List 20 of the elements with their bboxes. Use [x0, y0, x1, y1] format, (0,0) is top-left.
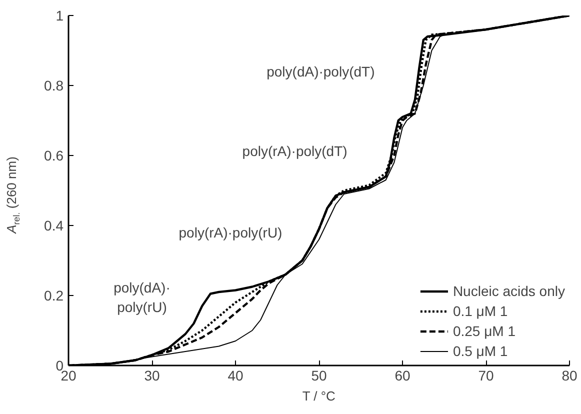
legend-label: 0.25 μM 1 — [452, 323, 516, 339]
x-tick-label: 80 — [562, 368, 578, 384]
legend-label: Nucleic acids only — [452, 283, 565, 299]
y-tick-label: 0.6 — [44, 148, 64, 164]
y-tick-label: 1 — [56, 8, 64, 24]
y-tick-label: 0.2 — [44, 288, 64, 304]
annotation: poly(dA)·poly(dT) — [266, 64, 375, 80]
x-tick-label: 40 — [228, 368, 244, 384]
legend-label: 0.1 μM 1 — [452, 303, 508, 319]
x-tick-label: 60 — [394, 368, 410, 384]
y-tick-label: 0.8 — [44, 78, 64, 94]
y-tick-label: 0.4 — [44, 218, 64, 234]
x-tick-label: 30 — [144, 368, 160, 384]
x-tick-label: 50 — [311, 368, 327, 384]
annotation: poly(rA)·poly(rU) — [178, 224, 282, 240]
annotation: poly(dA)· poly(rU) — [114, 280, 170, 315]
annotation: poly(rA)·poly(dT) — [242, 142, 348, 159]
x-axis-title: T / °C — [302, 388, 336, 404]
x-tick-label: 70 — [478, 368, 494, 384]
legend-label: 0.5 μM 1 — [452, 343, 508, 359]
